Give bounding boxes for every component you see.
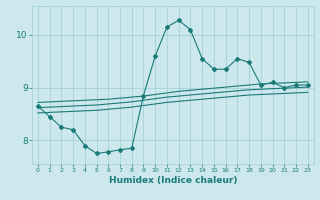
X-axis label: Humidex (Indice chaleur): Humidex (Indice chaleur) <box>108 176 237 185</box>
